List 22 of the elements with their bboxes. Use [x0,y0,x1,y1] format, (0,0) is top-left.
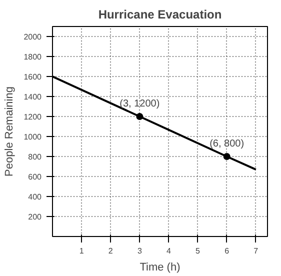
x-tick-label: 7 [254,246,259,256]
y-tick-label: 1800 [24,52,42,62]
y-tick-label: 2000 [24,32,42,42]
annotation: (3, 1200) [120,98,160,110]
y-tick-label: 200 [28,212,42,222]
y-axis-title: People Remaining [4,86,16,176]
y-tick-label: 400 [28,192,42,202]
x-tick-label: 6 [224,246,230,256]
annotation: (6, 800) [210,138,244,150]
x-tick-label: 3 [137,246,142,256]
x-tick-label: 5 [196,246,201,256]
chart-title: Hurricane Evacuation [98,8,222,22]
y-tick-label: 1400 [24,92,42,102]
y-tick-label: 800 [28,152,42,162]
y-tick-label: 1600 [24,72,42,82]
y-tick-label: 1000 [24,132,42,142]
y-tick-label: 1200 [24,112,42,122]
y-tick-label: 600 [28,172,42,182]
x-axis-title: Time (h) [140,262,180,274]
x-tick-label: 1 [79,246,84,256]
x-tick-label: 4 [166,246,172,256]
x-tick-label: 2 [108,246,114,256]
